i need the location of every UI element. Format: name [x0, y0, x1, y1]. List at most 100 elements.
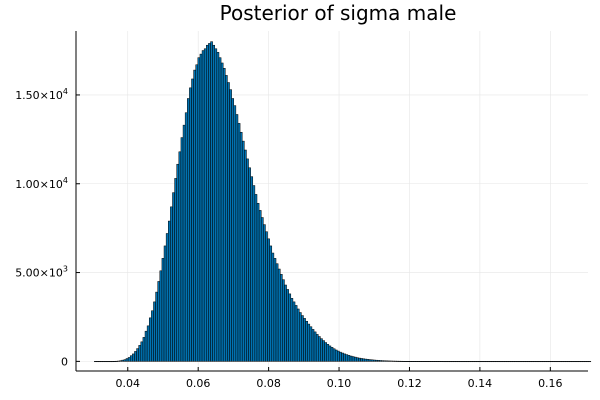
histogram-bar: [241, 140, 245, 362]
histogram-bar: [208, 43, 211, 362]
x-tick-label: 0.06: [186, 377, 211, 390]
histogram-bar: [239, 131, 243, 362]
histogram-bar: [250, 176, 254, 362]
histogram-bar: [151, 310, 154, 362]
histogram-bar: [125, 358, 129, 362]
histogram-bar: [203, 48, 207, 362]
histogram-bar: [225, 75, 228, 362]
histogram-bar: [275, 263, 279, 362]
histogram-bar: [182, 124, 186, 362]
y-tick-label: 1.50×104: [15, 87, 68, 102]
histogram-bar: [235, 114, 239, 362]
histogram-bar: [197, 57, 201, 362]
histogram-bar: [119, 360, 123, 362]
histogram-bar: [244, 149, 247, 362]
histogram-bar: [320, 338, 323, 362]
histogram-bar: [142, 337, 146, 362]
histogram-bar: [199, 53, 203, 362]
histogram-bar: [172, 192, 175, 362]
histogram-bar: [129, 355, 133, 362]
histogram-bar: [265, 231, 268, 362]
histogram-bar: [195, 64, 199, 362]
histogram-bar: [337, 350, 340, 362]
histogram-bar: [123, 359, 127, 362]
histogram-bar: [210, 41, 213, 362]
histogram-bar: [370, 359, 374, 362]
histogram-bar: [372, 359, 376, 362]
histogram-bar: [303, 318, 306, 362]
histogram-bar: [146, 325, 150, 362]
histogram-bar: [155, 291, 158, 362]
x-tick-label: 0.14: [468, 377, 493, 390]
histogram-bar: [248, 167, 251, 362]
histogram-bar: [260, 217, 264, 362]
histogram-bar: [184, 112, 188, 362]
histogram-bar: [347, 355, 351, 362]
x-tick-label: 0.08: [256, 377, 281, 390]
histogram-bar: [157, 281, 161, 362]
histogram-bar: [187, 98, 190, 362]
histogram-bar: [273, 258, 277, 362]
histogram-bar: [299, 312, 302, 362]
histogram-bar: [318, 336, 321, 362]
histogram-bar: [214, 48, 218, 362]
histogram-bar: [328, 345, 332, 362]
histogram-bar: [159, 270, 163, 362]
histogram-bar: [277, 268, 281, 362]
chart-title: Posterior of sigma male: [220, 1, 457, 25]
histogram-bar: [309, 326, 313, 362]
histogram-bar: [252, 185, 256, 362]
histogram-bar: [377, 360, 380, 362]
x-tick-label: 0.12: [397, 377, 422, 390]
histogram-bar: [324, 342, 327, 362]
histogram-bar: [222, 68, 226, 362]
histogram-bar: [315, 334, 319, 362]
histogram-bar: [189, 87, 192, 362]
y-tick-label: 0: [61, 355, 68, 368]
histogram-bar: [345, 354, 349, 362]
histogram-bar: [326, 344, 330, 362]
histogram-bar: [254, 194, 258, 362]
histogram-bar: [193, 69, 196, 362]
histogram-bar: [227, 82, 230, 362]
histogram-bar: [358, 357, 361, 362]
histogram-bar: [144, 330, 148, 362]
histogram-bar: [301, 315, 304, 362]
histogram-bar: [176, 163, 180, 362]
histogram-bar: [381, 360, 385, 362]
histogram-bar: [353, 356, 357, 362]
x-tick-label: 0.10: [327, 377, 352, 390]
histogram-bar: [212, 44, 215, 362]
histogram-bar: [305, 320, 308, 362]
x-tick-label: 0.04: [116, 377, 141, 390]
histogram-bar: [127, 357, 131, 362]
x-tick-label: 0.16: [538, 377, 563, 390]
histogram-bar: [290, 298, 294, 362]
histogram-bar: [271, 252, 275, 362]
histogram-bar: [296, 308, 300, 362]
histogram-bar: [178, 151, 182, 362]
histogram-bar: [246, 158, 249, 362]
histogram-bar: [279, 274, 283, 362]
histogram-bar: [163, 245, 167, 362]
histogram-bar: [341, 352, 344, 362]
histogram-bar: [332, 348, 336, 362]
histogram-bar: [282, 279, 285, 362]
histogram-bar: [362, 358, 365, 362]
y-tick-label: 1.00×104: [15, 176, 68, 191]
axes: [75, 31, 588, 372]
histogram-bar: [191, 78, 194, 362]
histogram-bar: [206, 44, 209, 362]
histogram-bar: [229, 89, 232, 362]
histogram-bar: [364, 358, 368, 362]
histogram-bar: [263, 224, 266, 362]
histogram-bar: [121, 359, 125, 362]
histogram-bar: [366, 359, 370, 362]
histogram-bar: [168, 220, 171, 362]
histogram-bar: [140, 341, 144, 362]
histogram-bar: [153, 301, 156, 362]
histogram-bar: [351, 356, 355, 362]
histogram-bar: [288, 293, 292, 362]
histogram-bar: [339, 351, 342, 362]
histogram-bar: [165, 233, 169, 362]
